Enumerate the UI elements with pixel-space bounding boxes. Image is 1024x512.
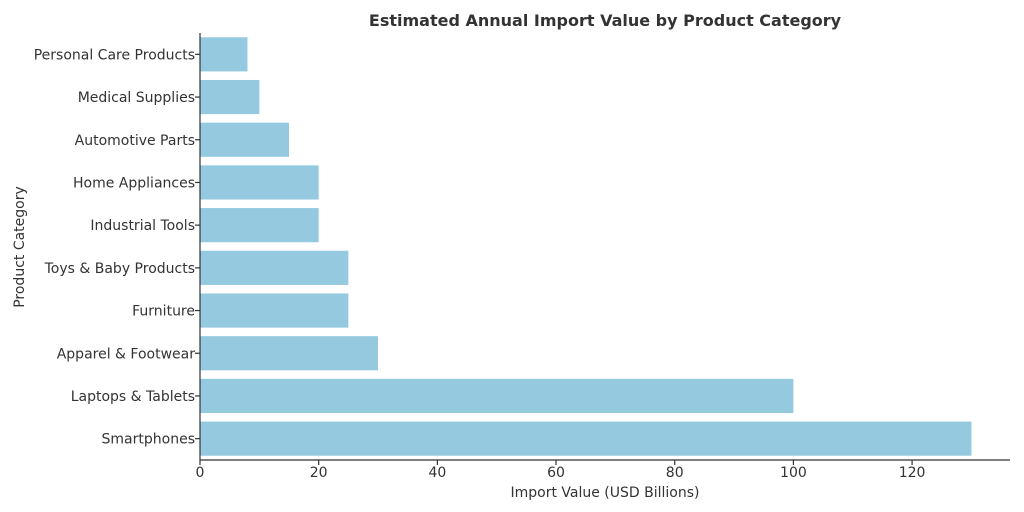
bar-industrial-tools [200,208,319,243]
bar-home-appliances [200,165,319,200]
x-tick-label: 80 [666,465,684,481]
bars-group [200,37,972,456]
y-tick-label: Industrial Tools [90,218,195,234]
x-axis-label: Import Value (USD Billions) [511,485,700,501]
bar-personal-care-products [200,37,248,72]
y-axis-label: Product Category [12,186,28,308]
y-ticks-group: Personal Care Products Medical Supplies Au… [34,47,200,448]
x-tick-label: 40 [428,465,446,481]
bar-toys-baby-products [200,250,349,285]
x-ticks-group: 0 20 40 60 80 100 120 [196,460,926,481]
chart-title: Estimated Annual Import Value by Product… [369,11,842,30]
x-tick-label: 0 [196,465,205,481]
bar-apparel-footwear [200,336,379,371]
y-tick-label: Toys & Baby Products [44,261,195,277]
bar-furniture [200,293,349,328]
x-tick-label: 60 [547,465,565,481]
y-tick-label: Laptops & Tablets [71,389,195,405]
x-tick-label: 20 [310,465,328,481]
y-tick-label: Medical Supplies [78,90,195,106]
y-tick-label: Automotive Parts [75,133,195,149]
y-tick-label: Furniture [132,304,195,320]
bar-automotive-parts [200,122,290,157]
y-tick-label: Home Appliances [73,175,195,191]
y-tick-label: Smartphones [102,432,195,448]
bar-smartphones [200,421,972,456]
y-tick-label: Apparel & Footwear [57,346,196,362]
bar-laptops-tablets [200,378,794,414]
x-tick-label: 100 [780,465,807,481]
x-tick-label: 120 [899,465,926,481]
bar-medical-supplies [200,79,260,115]
y-tick-label: Personal Care Products [34,47,195,63]
